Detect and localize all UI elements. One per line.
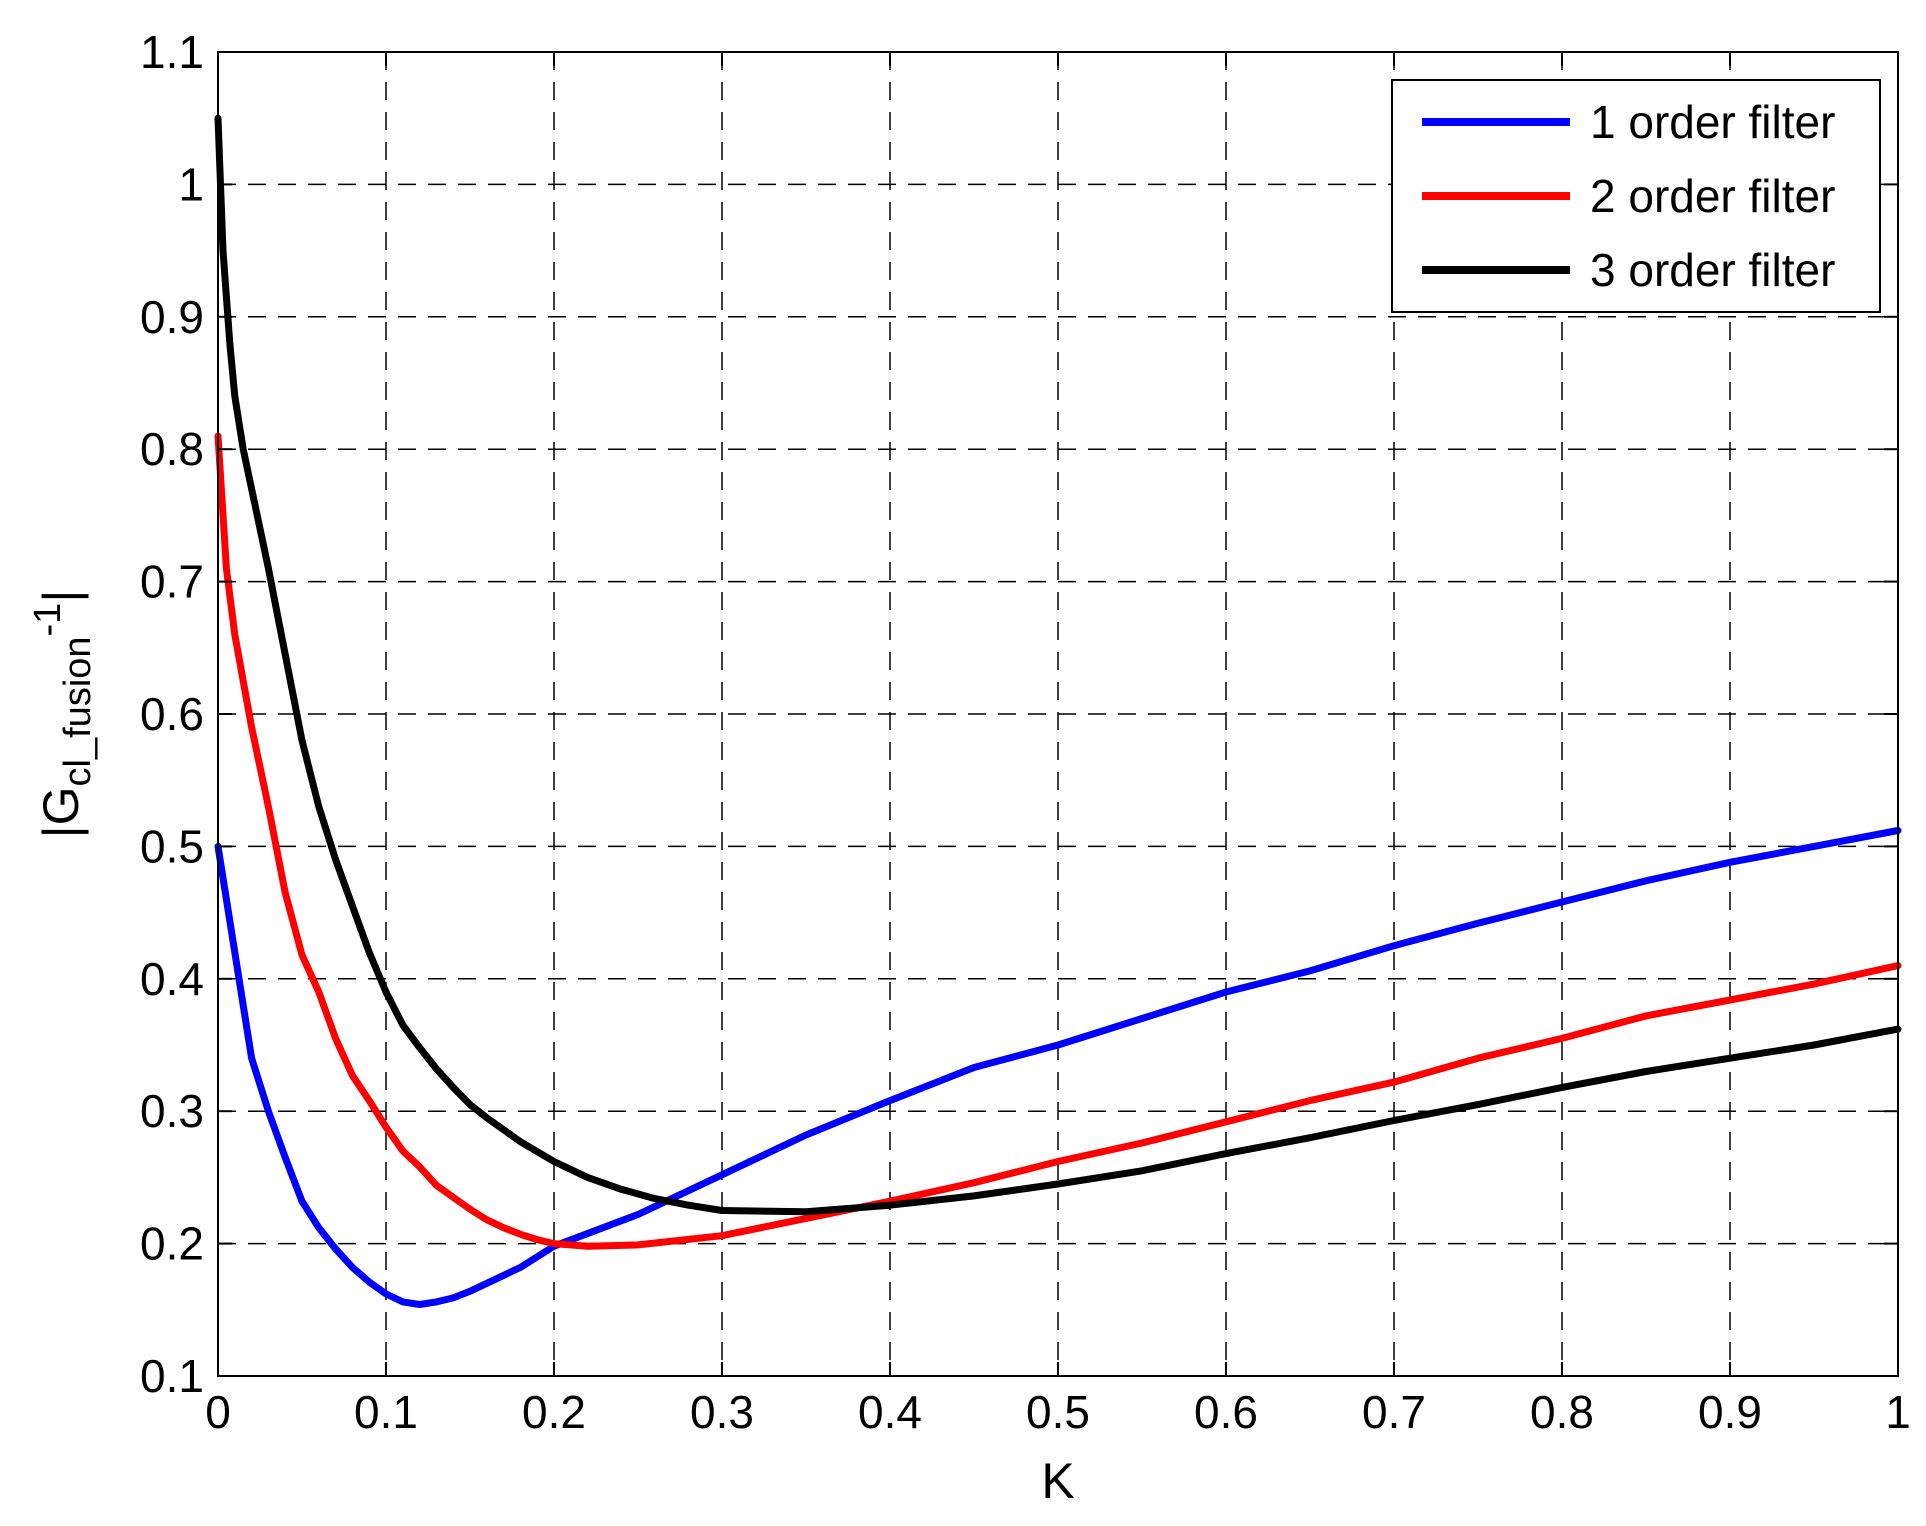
x-tick-label: 0.1	[354, 1386, 418, 1438]
y-tick-label: 0.3	[140, 1085, 204, 1137]
y-axis-label-suffix: |	[33, 590, 89, 603]
y-tick-label: 0.4	[140, 953, 204, 1005]
x-tick-label: 0.9	[1698, 1386, 1762, 1438]
x-tick-label: 0.7	[1362, 1386, 1426, 1438]
y-axis-label-superscript: -1	[27, 603, 69, 637]
y-axis-label-subscript: cl_fusion	[57, 636, 99, 786]
legend-label: 3 order filter	[1590, 244, 1835, 296]
legend-label: 1 order filter	[1590, 96, 1835, 148]
x-tick-label: 0.2	[522, 1386, 586, 1438]
series-line-1-order-filter	[214, 827, 1902, 1308]
x-tick-label: 0.8	[1530, 1386, 1594, 1438]
y-tick-label: 0.1	[140, 1350, 204, 1402]
x-tick-label: 0	[205, 1386, 231, 1438]
x-tick-label: 0.4	[858, 1386, 922, 1438]
y-axis-label-prefix: |G	[33, 786, 89, 838]
series-line-3-order-filter	[214, 114, 1902, 1216]
y-tick-labels: 0.1 0.2 0.3 0.4 0.5 0.6 0.7 0.8 0.9 1 1.1	[140, 26, 204, 1402]
y-tick-label: 0.7	[140, 556, 204, 608]
y-tick-label: 1.1	[140, 26, 204, 78]
series-line-2-order-filter	[214, 432, 1902, 1250]
y-tick-label: 0.8	[140, 423, 204, 475]
y-tick-label: 0.5	[140, 820, 204, 872]
x-tick-label: 1	[1885, 1386, 1911, 1438]
x-tick-label: 0.3	[690, 1386, 754, 1438]
y-axis-label: |Gcl_fusion-1|	[27, 590, 99, 839]
x-tick-label: 0.6	[1194, 1386, 1258, 1438]
series-lines	[214, 114, 1902, 1308]
legend-label: 2 order filter	[1590, 170, 1835, 222]
y-tick-label: 0.6	[140, 688, 204, 740]
x-tick-label: 0.5	[1026, 1386, 1090, 1438]
axis-ticks	[217, 51, 1899, 1377]
legend: 1 order filter 2 order filter 3 order filt…	[1391, 79, 1881, 313]
y-tick-label: 0.9	[140, 291, 204, 343]
y-tick-label: 0.2	[140, 1218, 204, 1270]
x-axis-label: K	[1041, 1453, 1074, 1509]
x-tick-labels: 0 0.1 0.2 0.3 0.4 0.5 0.6 0.7 0.8 0.9 1	[205, 1386, 1911, 1438]
y-tick-label: 1	[178, 158, 204, 210]
